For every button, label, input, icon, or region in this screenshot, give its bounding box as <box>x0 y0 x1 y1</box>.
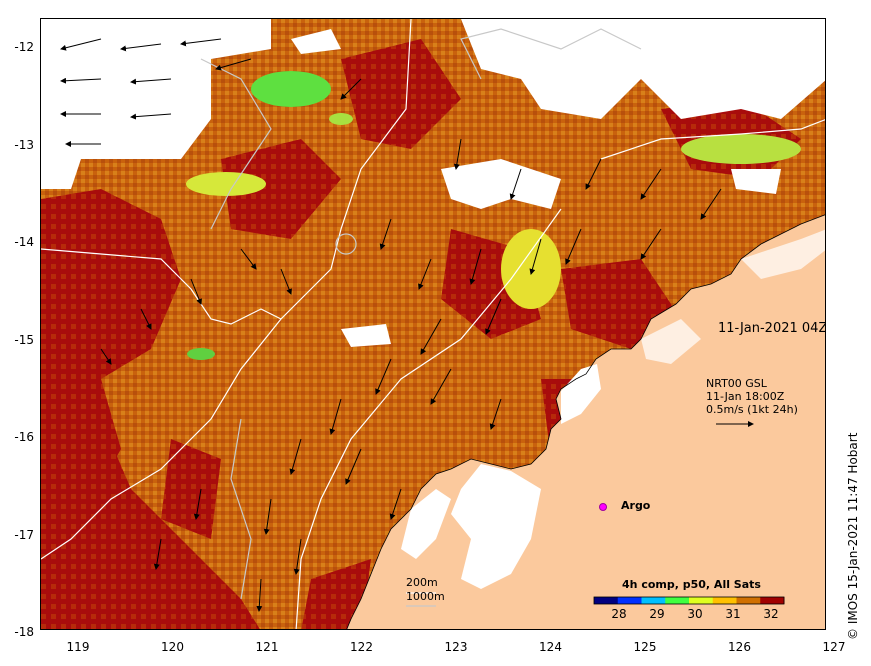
colorbar-tick-label: 31 <box>725 607 741 621</box>
colorbar-segment <box>641 597 666 604</box>
y-axis-label: -17 <box>14 527 34 542</box>
map-canvas <box>41 19 825 629</box>
colorbar-segment <box>665 597 690 604</box>
x-axis-label: 120 <box>161 640 184 654</box>
date-label: 11-Jan-2021 04Z <box>718 321 826 336</box>
colorbar-segment <box>594 597 619 604</box>
sst-map: 11-Jan-2021 04Z NRT00 GSL 11-Jan 18:00Z … <box>40 18 826 630</box>
colorbar-segment <box>760 597 785 604</box>
colorbar-tick-label: 32 <box>763 607 779 621</box>
current-legend-line2: 11-Jan 18:00Z <box>706 390 785 403</box>
y-axis-label: -13 <box>14 137 34 152</box>
colorbar-border <box>593 596 785 605</box>
x-axis-label: 121 <box>255 640 279 654</box>
current-legend-line3: 0.5m/s (1kt 24h) <box>706 403 798 416</box>
credit-text: © IMOS 15-Jan-2021 11:47 Hobart <box>846 432 860 640</box>
colorbar-segment <box>689 597 714 604</box>
current-legend-line1: NRT00 GSL <box>706 377 767 390</box>
y-axis-label: -15 <box>14 332 34 347</box>
land-mass <box>346 214 825 629</box>
colorbar-segment <box>712 597 737 604</box>
colorbar-tick-label: 30 <box>687 607 703 621</box>
depth-legend-1000: 1000m <box>406 590 445 603</box>
argo-label: Argo <box>621 499 651 512</box>
argo-marker <box>599 503 607 511</box>
y-axis-label: -16 <box>14 430 34 444</box>
x-axis-label: 125 <box>633 640 657 654</box>
current-vectors <box>60 38 722 612</box>
y-axis-label: -14 <box>14 235 34 249</box>
colorbar-tick-label: 28 <box>611 607 627 621</box>
x-axis-label: 123 <box>444 640 468 654</box>
x-axis-label: 124 <box>539 640 562 654</box>
x-axis-label: 119 <box>66 640 90 654</box>
colorbar-tick-label: 29 <box>649 607 665 621</box>
colorbar <box>593 596 785 605</box>
colorbar-segment <box>617 597 642 604</box>
y-axis-label: -18 <box>14 625 34 639</box>
y-axis-label: -12 <box>14 40 34 54</box>
x-axis-label: 126 <box>728 640 751 654</box>
x-axis-label: 122 <box>350 640 373 654</box>
depth-legend-200: 200m <box>406 576 438 589</box>
coastline <box>346 214 825 629</box>
x-axis-label: 127 <box>822 640 846 654</box>
cloud-mask <box>41 19 825 347</box>
colorbar-segment <box>736 597 761 604</box>
colorbar-title: 4h comp, p50, All Sats <box>622 578 761 591</box>
